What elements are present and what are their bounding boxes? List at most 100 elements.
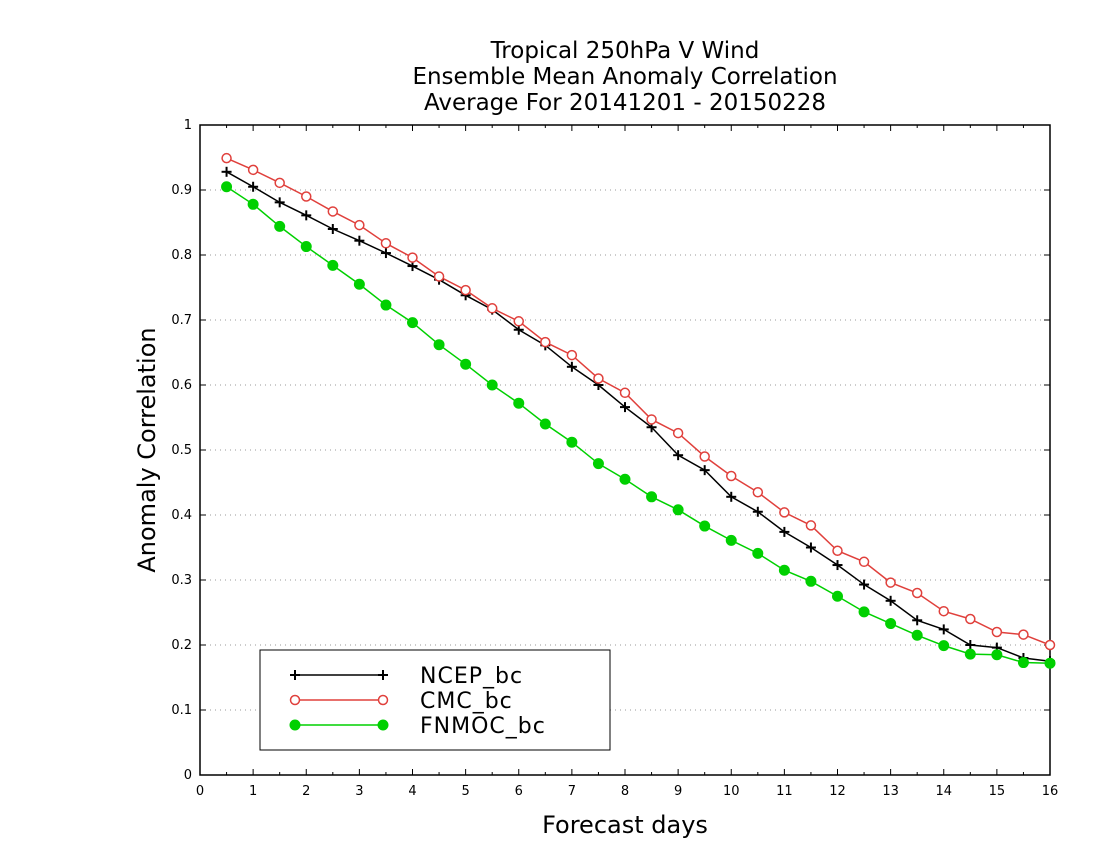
series-fnmoc-bc [221, 181, 1056, 669]
data-point [672, 427, 684, 439]
data-point [354, 235, 365, 246]
data-point [592, 458, 604, 470]
x-tick-label: 13 [882, 784, 899, 799]
data-point [593, 373, 604, 384]
legend-marker [377, 719, 389, 731]
y-tick-label: 0.8 [171, 248, 192, 263]
data-point [486, 303, 498, 314]
y-axis-label: Anomaly Correlation [133, 327, 161, 572]
y-tick-label: 0.6 [171, 378, 192, 393]
data-point [805, 520, 817, 531]
data-point [726, 491, 737, 502]
data-point [911, 629, 923, 641]
series-line [226, 186, 1051, 664]
data-point [858, 556, 870, 568]
data-point [779, 526, 790, 537]
data-point [274, 177, 285, 189]
x-tick-label: 15 [989, 784, 1006, 799]
data-point [540, 336, 551, 348]
chart-title-line-3: Average For 20141201 - 20150228 [424, 90, 826, 116]
data-point [699, 465, 710, 476]
data-point [752, 487, 764, 498]
data-point [327, 206, 339, 217]
data-point [779, 507, 790, 518]
x-tick-label: 1 [249, 784, 257, 799]
data-point [859, 579, 870, 590]
data-point [912, 615, 923, 626]
data-point [248, 181, 259, 192]
data-point [433, 339, 445, 351]
data-point [300, 241, 312, 253]
x-tick-label: 6 [515, 784, 523, 799]
data-point [221, 181, 233, 193]
data-point [327, 259, 339, 271]
data-point [301, 210, 312, 221]
data-point [274, 197, 285, 208]
legend-label: CMC_bc [420, 689, 513, 714]
x-tick-label: 3 [355, 784, 363, 799]
y-tick-label: 0.4 [171, 508, 192, 523]
data-point [752, 547, 764, 559]
data-point [513, 316, 524, 327]
data-point [1044, 657, 1056, 669]
data-point [778, 564, 790, 576]
data-point [752, 506, 763, 517]
data-point [646, 491, 658, 503]
data-point [1018, 629, 1029, 640]
data-point [619, 387, 631, 399]
x-tick-label: 11 [776, 784, 793, 799]
data-point [539, 418, 551, 430]
data-point [407, 317, 418, 329]
data-point [964, 648, 976, 660]
legend-label: NCEP_bc [420, 664, 523, 689]
data-point [1017, 657, 1029, 669]
y-tick-label: 0.1 [171, 703, 192, 718]
data-point [858, 606, 870, 618]
data-series [221, 152, 1056, 669]
data-point [1044, 639, 1056, 651]
x-tick-label: 4 [408, 784, 416, 799]
data-point [620, 402, 630, 413]
series-line [226, 157, 1051, 646]
chart-title-line-2: Ensemble Mean Anomaly Correlation [412, 64, 837, 90]
data-point [486, 379, 498, 391]
y-tick-label: 1 [184, 118, 192, 133]
data-point [247, 164, 259, 176]
legend-marker [289, 694, 301, 706]
data-point [832, 590, 843, 602]
legend-marker [289, 719, 301, 731]
data-point [460, 358, 472, 370]
x-tick-label: 14 [935, 784, 952, 799]
data-point [513, 397, 525, 409]
series-line [226, 171, 1051, 662]
y-tick-label: 0.9 [171, 183, 192, 198]
data-point [699, 520, 711, 532]
series-ncep-bc [221, 166, 1055, 667]
data-point [938, 605, 949, 617]
data-point [991, 649, 1003, 661]
series-cmc-bc [221, 152, 1056, 651]
data-point [566, 349, 578, 361]
x-axis-label: Forecast days [542, 811, 708, 839]
data-point [672, 504, 684, 516]
data-point [380, 238, 392, 249]
data-point [938, 624, 949, 635]
data-point [832, 560, 843, 571]
data-point [619, 473, 631, 485]
y-tick-label: 0.2 [171, 638, 192, 653]
data-point [566, 436, 578, 448]
data-point [885, 577, 896, 588]
data-point [354, 219, 365, 231]
data-point [965, 640, 976, 650]
data-point [938, 640, 950, 652]
data-point [965, 613, 976, 625]
y-tick-label: 0.5 [171, 443, 192, 458]
data-point [460, 284, 471, 296]
data-point [380, 299, 392, 311]
data-point [911, 587, 923, 599]
data-point [699, 451, 710, 462]
x-tick-label: 7 [568, 784, 576, 799]
x-tick-label: 10 [723, 784, 740, 799]
